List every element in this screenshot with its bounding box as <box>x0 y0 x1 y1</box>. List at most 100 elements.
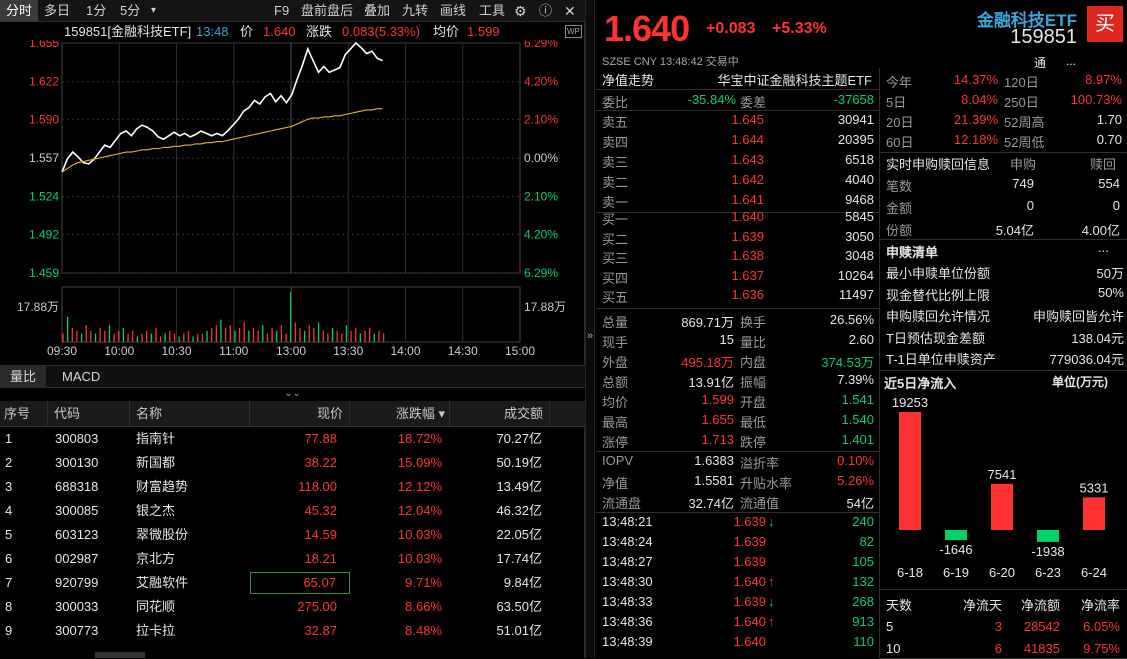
sell-price: 1.643 <box>731 152 764 167</box>
row-price: 14.59 <box>304 527 337 542</box>
intraday-chart[interactable]: 1.655 6.29% 1.622 4.20% 1.590 2.10% 1.557 0.00%… <box>0 40 585 365</box>
wp-icon[interactable]: WP <box>565 25 582 38</box>
row-name: 财富趋势 <box>136 479 189 494</box>
row-code: 300085 <box>55 503 99 518</box>
inflow-bar[interactable] <box>1083 497 1105 530</box>
list-value: 50万 <box>1096 266 1124 281</box>
column-divider <box>879 68 880 658</box>
chart-toolbar: 分时 多日 1分 5分 ▾ F9 盘前盘后 叠加 九转 画线 工具 ⚙ ⓘ ✕ <box>0 0 585 22</box>
premarket-button[interactable]: 盘前盘后 <box>301 3 354 18</box>
collapse-chevron-icon[interactable]: ⌄⌄ <box>0 388 585 401</box>
nine-turn-button[interactable]: 九转 <box>402 3 429 18</box>
tab-macd[interactable]: MACD <box>62 369 101 384</box>
tab-timeshare[interactable]: 分时 <box>0 0 38 22</box>
more-icon[interactable]: ... <box>1066 54 1077 68</box>
tools-button[interactable]: 工具 <box>479 3 506 18</box>
list-value: 50% <box>1097 284 1124 300</box>
col-index[interactable]: 序号 <box>0 401 48 427</box>
row-index: 5 <box>5 527 13 542</box>
x-tick-label: 09:30 <box>47 344 77 358</box>
left-panel: 分时 多日 1分 5分 ▾ F9 盘前盘后 叠加 九转 画线 工具 ⚙ ⓘ ✕ … <box>0 0 585 658</box>
redemption-subscribe: 0 <box>1026 198 1034 213</box>
buy-price: 1.637 <box>731 267 764 283</box>
flow-table-header: 净流额 <box>1020 598 1060 613</box>
divider <box>596 308 879 309</box>
inflow-bar[interactable] <box>899 412 921 530</box>
inflow-bar[interactable] <box>991 483 1013 530</box>
table-row[interactable]: 9 300773 拉卡拉 32.87 8.48% 51.01亿 <box>0 619 585 643</box>
table-scrollbar[interactable] <box>95 652 145 658</box>
weibi-value: -35.84% <box>687 92 736 107</box>
draw-line-button[interactable]: 画线 <box>440 3 467 18</box>
row-change-pct: 8.48% <box>405 623 442 638</box>
panel-splitter[interactable]: » <box>585 0 595 658</box>
row-index: 9 <box>5 623 13 638</box>
table-row[interactable]: 3 688318 财富趋势 118.00 12.12% 13.49亿 <box>0 475 585 499</box>
col-name[interactable]: 名称 <box>130 401 250 427</box>
buy-volume: 11497 <box>838 287 874 302</box>
price-value: 1.640 <box>263 24 296 39</box>
change-label: 涨跌 <box>306 24 333 39</box>
overlay-button[interactable]: 叠加 <box>364 3 391 18</box>
list-more-button[interactable]: ... <box>1098 240 1109 255</box>
row-turnover: 63.50亿 <box>496 599 542 614</box>
row-change-pct: 9.71% <box>405 575 442 590</box>
table-row[interactable]: 8 300033 同花顺 275.00 8.66% 63.50亿 <box>0 595 585 619</box>
tab-1min[interactable]: 1分 <box>86 3 107 18</box>
table-row[interactable]: 4 300085 银之杰 45.32 12.04% 46.32亿 <box>0 499 585 523</box>
arrow-down-icon: ↓ <box>768 514 775 529</box>
tab-multiday[interactable]: 多日 <box>44 3 71 18</box>
row-name: 翠微股份 <box>136 527 189 542</box>
inflow-bar[interactable] <box>945 530 967 541</box>
stat-label: 最低 <box>740 415 767 430</box>
stat-value: 1.401 <box>841 432 874 447</box>
table-row[interactable]: 5 603123 翠微股份 14.59 10.03% 22.05亿 <box>0 523 585 547</box>
table-row[interactable]: 6 002987 京北方 18.21 10.03% 17.74亿 <box>0 547 585 571</box>
inflow-date-label: 6-18 <box>897 565 923 580</box>
tab-volume-ratio[interactable]: 量比 <box>0 366 47 388</box>
row-change-pct: 10.03% <box>397 527 442 542</box>
sell-price: 1.644 <box>731 132 764 147</box>
row-code: 300033 <box>55 599 99 614</box>
stat-label: 振幅 <box>740 375 767 390</box>
close-icon[interactable]: ✕ <box>564 3 576 19</box>
stat-value: 1.713 <box>701 432 734 447</box>
col-code[interactable]: 代码 <box>48 401 130 427</box>
table-row[interactable]: 2 300130 新国都 38.22 15.09% 50.19亿 <box>0 451 585 475</box>
y-right-tick-label: 6.29% <box>524 40 558 50</box>
sell-price: 1.641 <box>731 192 764 207</box>
row-index: 3 <box>5 479 13 494</box>
row-price: 77.88 <box>304 431 337 446</box>
table-row[interactable]: 7 920799 艾融软件 65.07 9.71% 9.84亿 <box>0 571 585 595</box>
sell-price: 1.642 <box>731 172 764 187</box>
nav-trend-label[interactable]: 净值走势 <box>602 73 655 88</box>
help-icon[interactable]: ⓘ <box>539 3 553 18</box>
table-row[interactable]: 1 300803 指南针 77.88 18.72% 70.27亿 <box>0 427 585 451</box>
col-change-pct[interactable]: 涨跌幅 ▾ <box>350 401 450 427</box>
tick-volume: 105 <box>852 554 874 569</box>
row-turnover: 70.27亿 <box>496 431 542 446</box>
stat-label: 流通值 <box>740 496 780 511</box>
tab-5min[interactable]: 5分 <box>120 3 141 18</box>
sell-volume: 30941 <box>837 112 874 127</box>
flow-table-cell: 6.05% <box>1083 619 1120 634</box>
f9-button[interactable]: F9 <box>274 3 290 18</box>
settings-icon[interactable]: ⚙ <box>514 3 527 19</box>
buy-button[interactable]: 买 <box>1087 6 1123 42</box>
x-tick-label: 14:30 <box>448 344 478 358</box>
list-value: 779036.04元 <box>1049 352 1124 367</box>
col-price[interactable]: 现价 <box>250 401 350 427</box>
stat-value: 2.60 <box>848 332 874 347</box>
tick-volume: 913 <box>852 614 874 629</box>
inflow-bar[interactable] <box>1037 530 1059 542</box>
col-turnover[interactable]: 成交额 <box>450 401 550 427</box>
row-price: 65.07 <box>250 572 350 594</box>
list-value: 138.04元 <box>1071 330 1124 346</box>
period-dropdown-icon[interactable]: ▾ <box>151 5 157 16</box>
expand-arrow-icon[interactable]: » <box>587 330 594 342</box>
last-price: 1.640 <box>604 8 690 49</box>
stat-label: 涨停 <box>602 435 629 450</box>
stat-label: 总量 <box>602 315 629 330</box>
redemption-label: 笔数 <box>886 179 913 194</box>
nav-fund-name: 华宝中证金融科技主题ETF <box>717 73 872 88</box>
